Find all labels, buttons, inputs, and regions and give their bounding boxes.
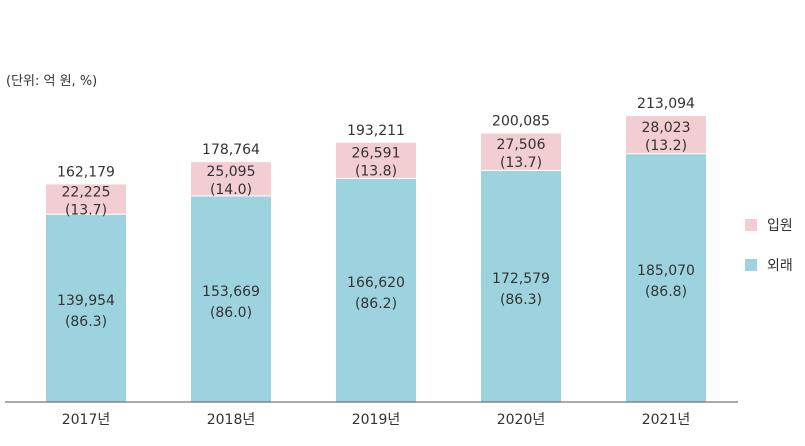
data-label-outpatient-value: 139,954 [57, 293, 115, 309]
data-label-total: 200,085 [492, 114, 550, 130]
data-label-total: 193,211 [347, 123, 405, 139]
bar-segment-outpatient [626, 153, 706, 402]
legend-item-inpatient: 입원 [745, 215, 793, 235]
x-tick-label: 2019년 [352, 412, 401, 428]
bar-segment-inpatient [46, 184, 126, 215]
data-label-total: 213,094 [637, 96, 695, 112]
legend-item-outpatient: 외래 [745, 255, 793, 275]
bar-segment-outpatient [46, 214, 126, 402]
legend-label-outpatient: 외래 [767, 258, 793, 274]
bar-segment-inpatient [626, 116, 706, 154]
data-label-inpatient-share: (13.2) [645, 138, 687, 154]
legend-label-inpatient: 입원 [767, 218, 793, 234]
data-label-outpatient-share: (86.8) [645, 284, 687, 300]
x-tick-label: 2018년 [207, 412, 256, 428]
data-label-outpatient-value: 172,579 [492, 271, 550, 287]
data-label-inpatient-value: 25,095 [207, 164, 256, 180]
data-label-outpatient-value: 185,070 [637, 263, 695, 279]
data-label-outpatient-value: 153,669 [202, 284, 260, 300]
bar-segment-inpatient [191, 162, 271, 196]
data-label-inpatient-value: 22,225 [62, 184, 111, 200]
data-label-inpatient-value: 27,506 [497, 137, 546, 153]
data-label-outpatient-share: (86.3) [500, 292, 542, 308]
legend: 입원 외래 [745, 215, 793, 295]
unit-label: (단위: 억 원, %) [6, 74, 98, 89]
x-tick-label: 2021년 [642, 412, 691, 428]
legend-swatch-outpatient [745, 259, 757, 271]
data-label-total: 162,179 [57, 164, 115, 180]
data-label-outpatient-share: (86.3) [65, 314, 107, 330]
data-label-inpatient-share: (14.0) [210, 182, 252, 198]
x-tick-label: 2017년 [62, 412, 111, 428]
bar-segment-outpatient [481, 170, 561, 402]
data-label-inpatient-value: 28,023 [642, 120, 691, 136]
bar-segment-inpatient [481, 133, 561, 171]
bar-segment-inpatient [336, 142, 416, 179]
data-label-outpatient-share: (86.0) [210, 305, 252, 321]
data-label-inpatient-value: 26,591 [352, 146, 401, 162]
data-label-inpatient-share: (13.8) [355, 164, 397, 180]
data-label-outpatient-value: 166,620 [347, 275, 405, 291]
data-label-total: 178,764 [202, 142, 260, 158]
data-label-outpatient-share: (86.2) [355, 296, 397, 312]
data-label-inpatient-share: (13.7) [500, 155, 542, 171]
x-tick-label: 2020년 [497, 412, 546, 428]
bar-segment-outpatient [191, 195, 271, 402]
data-label-inpatient-share: (13.7) [65, 202, 107, 218]
bar-segment-outpatient [336, 178, 416, 402]
legend-swatch-inpatient [745, 219, 757, 231]
